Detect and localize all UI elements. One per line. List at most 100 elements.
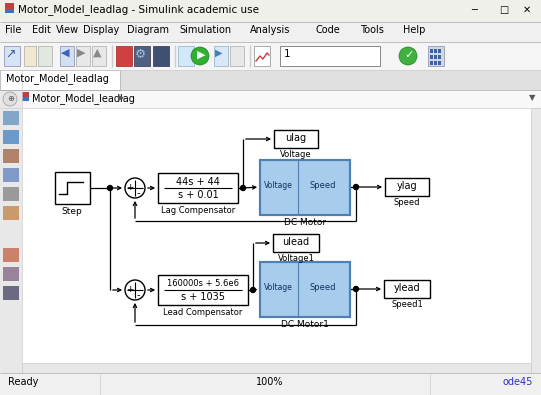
Bar	[0, 70, 120, 90]
Bar	[4, 46, 20, 66]
Text: ulead: ulead	[282, 237, 309, 247]
Bar	[438, 49, 441, 53]
Bar	[434, 49, 437, 53]
Bar	[280, 46, 380, 66]
Text: View: View	[56, 25, 79, 35]
Text: ▼: ▼	[529, 93, 536, 102]
Bar	[3, 187, 19, 201]
Text: Ready: Ready	[8, 377, 38, 387]
Bar	[428, 46, 444, 66]
Text: Lag Compensator: Lag Compensator	[161, 206, 235, 215]
Bar	[0, 0, 541, 22]
Text: 100%: 100%	[256, 377, 283, 387]
Bar	[430, 61, 433, 65]
Circle shape	[241, 186, 246, 190]
Bar	[260, 160, 350, 215]
Bar	[260, 262, 350, 317]
Bar	[5, 3, 14, 9]
Text: DC Motor: DC Motor	[284, 218, 326, 227]
Bar	[3, 286, 19, 300]
Text: Tools: Tools	[360, 25, 384, 35]
Bar	[438, 55, 441, 59]
Text: Speed: Speed	[394, 198, 420, 207]
Circle shape	[191, 47, 209, 65]
Text: Voltage1: Voltage1	[278, 254, 314, 263]
Text: 44s + 44: 44s + 44	[176, 177, 220, 187]
Text: ▶: ▶	[197, 50, 206, 60]
Bar	[60, 46, 74, 66]
Text: Voltage: Voltage	[263, 181, 293, 190]
Text: Motor_Model_leadlag - Simulink academic use: Motor_Model_leadlag - Simulink academic …	[18, 4, 259, 15]
Bar	[116, 46, 132, 66]
Text: ▶: ▶	[77, 48, 85, 58]
Text: ⊕: ⊕	[7, 94, 14, 103]
Bar	[0, 70, 22, 373]
Bar	[434, 61, 437, 65]
Bar	[22, 363, 531, 373]
Text: 1: 1	[284, 49, 291, 59]
Circle shape	[125, 280, 145, 300]
Bar	[158, 275, 248, 305]
Text: Speed: Speed	[310, 181, 337, 190]
Bar	[76, 46, 90, 66]
Text: Speed: Speed	[310, 282, 337, 292]
Text: ylag: ylag	[397, 181, 417, 191]
Circle shape	[108, 186, 113, 190]
Text: Simulation: Simulation	[179, 25, 231, 35]
Circle shape	[3, 92, 17, 106]
Text: Step: Step	[62, 207, 82, 216]
Text: ─: ─	[471, 5, 477, 15]
Bar	[430, 49, 433, 53]
Text: Speed1: Speed1	[391, 300, 423, 309]
Bar	[0, 70, 541, 90]
Bar	[0, 90, 541, 108]
Bar	[0, 22, 541, 42]
Bar	[22, 92, 29, 97]
Bar	[3, 248, 19, 262]
Text: +: +	[126, 284, 134, 293]
Bar	[153, 46, 169, 66]
Bar	[230, 46, 244, 66]
Bar	[384, 280, 430, 298]
Text: Code: Code	[316, 25, 341, 35]
Bar	[0, 42, 541, 70]
Text: DC Motor1: DC Motor1	[281, 320, 329, 329]
Circle shape	[250, 288, 255, 293]
Text: Motor_Model_leadlag: Motor_Model_leadlag	[6, 73, 109, 84]
Text: ✓: ✓	[404, 50, 413, 60]
Bar	[3, 267, 19, 281]
Bar	[92, 46, 106, 66]
Bar	[134, 46, 150, 66]
Bar	[0, 373, 541, 395]
Bar	[22, 108, 541, 373]
Bar	[3, 149, 19, 163]
Text: ▲: ▲	[93, 48, 102, 58]
Bar	[5, 9, 14, 13]
Bar	[430, 55, 433, 59]
Text: ulag: ulag	[286, 133, 307, 143]
Circle shape	[353, 184, 359, 190]
Text: ▶: ▶	[118, 93, 124, 102]
Bar	[24, 46, 36, 66]
Bar	[55, 172, 90, 204]
Bar	[3, 111, 19, 125]
Text: Help: Help	[403, 25, 425, 35]
Bar	[531, 108, 541, 373]
Bar	[262, 162, 348, 213]
Bar	[274, 130, 318, 148]
Text: ▶: ▶	[215, 48, 222, 58]
Text: Edit: Edit	[32, 25, 51, 35]
Text: Voltage: Voltage	[280, 150, 312, 159]
Text: □: □	[499, 5, 508, 15]
Text: 160000s + 5.6e6: 160000s + 5.6e6	[167, 279, 239, 288]
Text: Voltage: Voltage	[263, 282, 293, 292]
Text: Lead Compensator: Lead Compensator	[163, 308, 243, 317]
Text: ode45: ode45	[503, 377, 533, 387]
Text: Diagram: Diagram	[127, 25, 169, 35]
Text: File: File	[5, 25, 22, 35]
Bar	[178, 46, 194, 66]
Text: -: -	[136, 290, 140, 300]
Bar	[38, 46, 52, 66]
Bar	[3, 206, 19, 220]
Text: Motor_Model_leadlag: Motor_Model_leadlag	[32, 93, 135, 104]
